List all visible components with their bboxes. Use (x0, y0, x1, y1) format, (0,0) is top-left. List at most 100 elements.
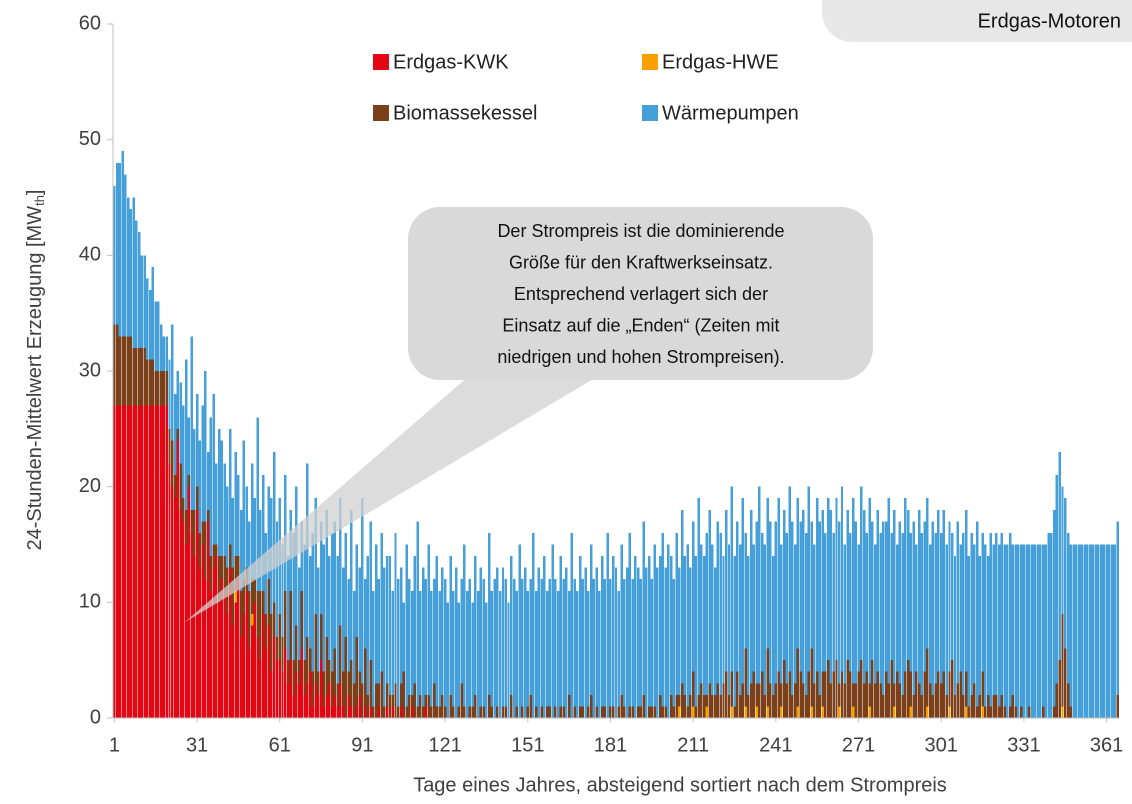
legend-label: Erdgas-KWK (393, 51, 509, 73)
bar-segment (678, 706, 681, 718)
bar-segment (217, 556, 221, 603)
bar-segment (1069, 544, 1073, 707)
bar-segment (377, 579, 381, 684)
bar-segment (352, 683, 356, 718)
bar-segment (228, 428, 232, 545)
bar-segment (755, 683, 758, 707)
bar-segment (1072, 544, 1075, 718)
bar-segment (537, 567, 541, 718)
bar-segment (713, 694, 717, 718)
bar-segment (330, 706, 334, 718)
bar-segment (1066, 683, 1070, 718)
bar-segment (126, 336, 130, 406)
bar-segment (350, 509, 353, 661)
bar-segment (810, 648, 813, 707)
bar-segment (129, 405, 133, 718)
bar-segment (220, 579, 224, 718)
bar-segment (540, 706, 543, 718)
legend: Erdgas-KWK Erdgas-HWE Biomassekessel Wärmep… (373, 51, 799, 124)
bar-segment (292, 532, 295, 661)
bar-segment (625, 567, 629, 718)
bar-segment (1077, 544, 1081, 718)
bar-segment (482, 579, 485, 707)
bar-segment (1052, 706, 1056, 718)
bar-segment (650, 706, 654, 718)
bar-segment (691, 706, 695, 718)
bar-segment (554, 706, 557, 718)
bar-segment (631, 579, 634, 707)
bar-segment (554, 579, 557, 707)
bar-segment (725, 509, 728, 672)
bar-segment (747, 694, 750, 718)
bar-segment (678, 567, 681, 695)
bar-segment (446, 602, 450, 718)
bar-segment (245, 590, 248, 718)
bar-segment (1039, 544, 1042, 718)
bar-segment (300, 590, 304, 649)
bar-segment (336, 556, 339, 684)
bar-segment (449, 694, 452, 718)
bar-segment (253, 602, 257, 718)
x-tick-label: 301 (925, 734, 958, 756)
bar-segment (719, 694, 722, 718)
bar-segment (363, 706, 367, 718)
bar-segment (939, 532, 943, 684)
bar-segment (176, 371, 180, 429)
bar-segment (388, 556, 392, 695)
bar-segment (319, 521, 323, 614)
bar-segment (1116, 694, 1119, 718)
bar-segment (361, 683, 364, 718)
bar-segment (151, 266, 155, 360)
bar-segment (802, 683, 805, 718)
bar-segment (154, 301, 157, 371)
bar-segment (322, 544, 326, 672)
bar-segment (449, 556, 452, 695)
bar-segment (121, 336, 124, 406)
bar-segment (231, 625, 235, 718)
bar-segment (374, 544, 378, 684)
bar-segment (802, 509, 805, 684)
bar-segment (915, 544, 918, 672)
bar-segment (443, 579, 447, 707)
bar-segment (206, 451, 210, 510)
bar-segment (904, 671, 907, 718)
bar-segment (1008, 532, 1012, 707)
bar-segment (234, 602, 237, 718)
bar-segment (523, 567, 527, 718)
bar-segment (432, 683, 436, 718)
bar-segment (239, 590, 243, 638)
bar-segment (1080, 544, 1084, 718)
bar-segment (829, 683, 833, 718)
bar-segment (565, 567, 568, 718)
bar-segment (259, 590, 262, 661)
bar-segment (1019, 706, 1023, 718)
bar-segment (1050, 532, 1053, 718)
bar-segment (934, 683, 937, 718)
bar-segment (700, 544, 703, 684)
bar-segment (424, 706, 428, 718)
bar-segment (862, 683, 866, 718)
bar-segment (193, 509, 196, 557)
bar-segment (237, 475, 240, 557)
bar-segment (1058, 451, 1061, 661)
bar-segment (333, 521, 337, 649)
bar-segment (887, 498, 891, 684)
bar-segment (672, 706, 676, 718)
bar-segment (942, 509, 946, 672)
bar-segment (363, 579, 367, 649)
bar-segment (647, 556, 651, 707)
bar-segment (394, 683, 397, 718)
bar-segment (176, 428, 180, 441)
bar-segment (129, 336, 133, 406)
callout-box (408, 207, 873, 380)
bar-segment (989, 706, 993, 718)
bar-segment (1108, 544, 1111, 718)
bar-segment (341, 671, 345, 707)
bar-segment (854, 683, 858, 718)
bar-segment (791, 521, 794, 695)
bar-segment (945, 694, 948, 718)
bar-segment (716, 683, 720, 718)
bar-segment (774, 683, 778, 718)
bar-segment (151, 405, 155, 718)
bar-segment (606, 532, 609, 718)
